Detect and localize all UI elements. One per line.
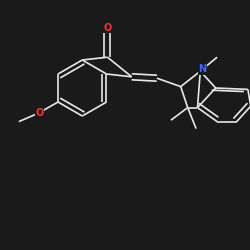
Text: O: O <box>35 108 44 118</box>
Text: O: O <box>103 23 112 33</box>
Text: N: N <box>198 64 206 74</box>
